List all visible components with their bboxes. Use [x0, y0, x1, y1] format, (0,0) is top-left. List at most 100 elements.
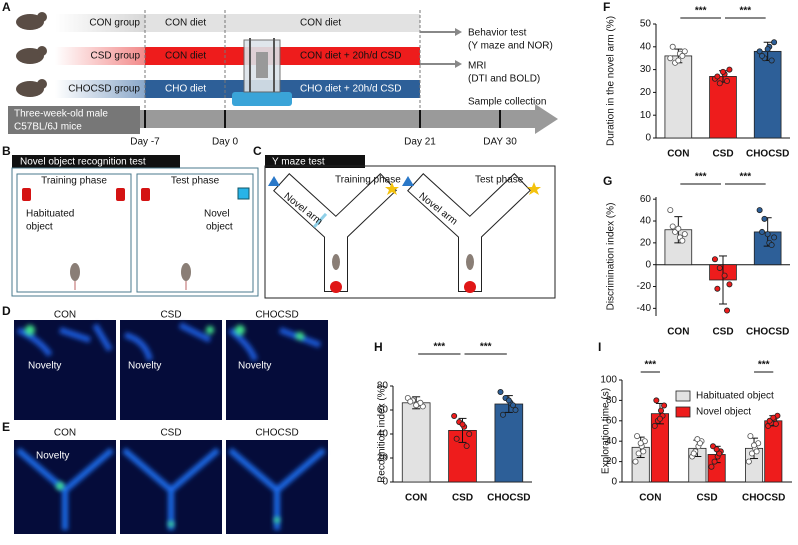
group-label: CHOCSD group — [68, 84, 140, 95]
data-point — [711, 256, 718, 263]
data-point — [512, 406, 519, 413]
x-tick-label: CHOCSD — [746, 149, 789, 160]
y-tick-label: 80 — [606, 395, 618, 406]
y-tick-label: 40 — [377, 429, 389, 440]
y-axis-label: Duration in the novel arm (%) — [606, 16, 617, 146]
data-point — [726, 281, 733, 288]
data-point — [651, 422, 658, 429]
data-point — [681, 48, 688, 55]
outcome: (DTI and BOLD) — [468, 74, 540, 85]
diet-label: CHO diet + 20h/d CSD — [300, 84, 401, 95]
zone-label: Novelty — [128, 361, 161, 372]
row-bg — [55, 80, 145, 98]
phase: Training phase — [335, 175, 401, 186]
y-tick-label: 20 — [640, 237, 652, 248]
y-tick-label: 20 — [606, 456, 618, 467]
diet-label: CON diet + 20h/d CSD — [300, 51, 401, 62]
diet-label: CHO diet — [165, 84, 206, 95]
panel-label: H — [374, 340, 383, 354]
zone-label: Novelty — [36, 451, 69, 462]
y-tick-label: 20 — [640, 87, 652, 98]
y-tick-label: 50 — [640, 19, 652, 30]
data-point — [761, 215, 768, 222]
bar — [401, 402, 431, 483]
panel-label: E — [2, 420, 10, 434]
mice-label: Three-week-old male — [14, 109, 108, 120]
panel-label: G — [603, 174, 612, 188]
data-point — [759, 52, 766, 59]
x-tick-label: CSD — [712, 149, 733, 160]
data-point — [772, 420, 779, 427]
x-tick-label: CHOCSD — [746, 327, 789, 338]
legend-swatch — [675, 390, 691, 402]
outcome: Sample collection — [468, 97, 546, 108]
diet-label: CON diet — [165, 51, 206, 62]
group-label: CSD group — [91, 51, 141, 62]
x-tick-label: CSD — [696, 493, 717, 504]
significance-label: *** — [739, 172, 751, 183]
data-point — [759, 228, 766, 235]
heatmaps — [14, 440, 328, 534]
bar — [664, 55, 693, 139]
data-point — [497, 388, 504, 395]
data-point — [771, 39, 778, 46]
significance-label: *** — [644, 360, 656, 371]
y-tick-label: 60 — [640, 194, 652, 205]
x-tick-label: CHOCSD — [487, 493, 530, 504]
data-point — [637, 440, 644, 447]
dividers — [144, 10, 421, 112]
data-point — [751, 442, 758, 449]
y-tick-label: 40 — [640, 41, 652, 52]
day-label: DAY 30 — [483, 137, 517, 148]
data-point — [764, 231, 771, 238]
data-point — [407, 398, 414, 405]
data-point — [679, 237, 686, 244]
data-point — [463, 442, 470, 449]
significance-label: *** — [695, 6, 707, 17]
data-point — [459, 421, 466, 428]
object-label: Habituated — [26, 209, 74, 220]
data-point — [720, 68, 727, 75]
diet-label: CON diet — [300, 18, 341, 29]
title-bar — [12, 155, 180, 168]
data-point — [711, 458, 718, 465]
data-point — [681, 231, 688, 238]
data-point — [640, 448, 647, 455]
mri-apparatus — [232, 38, 292, 106]
day-label: Day -7 — [130, 137, 160, 148]
data-point — [675, 225, 682, 232]
object-label: object — [206, 222, 233, 233]
data-point — [669, 223, 676, 230]
y-tick-label: 60 — [377, 405, 389, 416]
panel-label: C — [253, 144, 262, 158]
mice-box — [8, 106, 140, 134]
y-axis-label: Exploration time (s) — [601, 388, 612, 474]
data-point — [724, 307, 731, 314]
data-point — [726, 66, 733, 73]
day-label: Day 0 — [212, 137, 239, 148]
group-label: CON — [54, 428, 76, 439]
y-tick-label: 80 — [377, 381, 389, 392]
panel-title: Novel object recognition test — [20, 157, 146, 168]
data-point — [770, 414, 777, 421]
legend-label: Habituated object — [696, 391, 774, 402]
y-tick-label: 0 — [611, 477, 617, 488]
data-point — [753, 448, 760, 455]
x-tick-label: CON — [405, 493, 427, 504]
data-point — [505, 397, 512, 404]
outcome: MRI — [468, 61, 486, 72]
day-label: Day 21 — [404, 137, 436, 148]
row-bg — [55, 14, 145, 32]
group-label: CHOCSD — [255, 428, 298, 439]
mice-icons — [16, 12, 47, 97]
panel-title: Y maze test — [272, 157, 325, 168]
significance-label: *** — [695, 172, 707, 183]
group-label: CSD — [160, 428, 181, 439]
significance-label: *** — [739, 6, 751, 17]
data-point — [714, 73, 721, 80]
significance-label: *** — [758, 360, 770, 371]
phase: Test phase — [475, 175, 524, 186]
group-label: CON group — [89, 18, 140, 29]
zone-label: Novelty — [28, 361, 61, 372]
